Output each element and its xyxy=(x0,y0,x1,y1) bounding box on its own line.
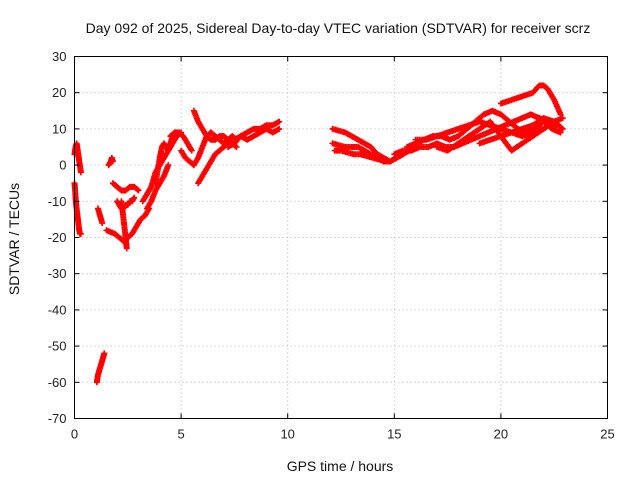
x-tick-label: 15 xyxy=(387,427,401,442)
x-tick-label: 25 xyxy=(600,427,614,442)
data-point xyxy=(123,245,130,252)
y-tick-label: 10 xyxy=(52,121,66,136)
data-point xyxy=(559,125,566,132)
data-point xyxy=(276,118,283,125)
y-tick-label: 0 xyxy=(59,158,66,173)
y-tick-label: -50 xyxy=(48,339,67,354)
y-tick-label: -30 xyxy=(48,266,67,281)
y-axis-label: SDTVAR / TECUs xyxy=(6,183,22,295)
series-sdtvar xyxy=(71,82,566,386)
data-point xyxy=(382,158,389,165)
data-point xyxy=(559,115,566,122)
y-tick-label: 20 xyxy=(52,85,66,100)
y-tick-label: 30 xyxy=(52,49,66,64)
chart-title: Day 092 of 2025, Sidereal Day-to-day VTE… xyxy=(86,20,591,36)
data-point xyxy=(165,162,172,169)
data-point xyxy=(557,129,564,136)
x-tick-label: 10 xyxy=(280,427,294,442)
data-point xyxy=(109,158,116,165)
data-point xyxy=(135,187,142,194)
data-point xyxy=(101,350,108,357)
data-point xyxy=(77,169,84,176)
data-point xyxy=(77,230,84,237)
data-layer xyxy=(71,82,566,386)
x-tick-label: 20 xyxy=(494,427,508,442)
x-tick-label: 0 xyxy=(71,427,78,442)
y-tick-label: -40 xyxy=(48,302,67,317)
y-tick-label: -70 xyxy=(48,411,67,426)
data-point xyxy=(99,220,106,227)
y-tick-label: -60 xyxy=(48,375,67,390)
data-point xyxy=(557,111,564,118)
data-point xyxy=(233,144,240,150)
data-point xyxy=(134,186,141,193)
data-point xyxy=(188,147,195,154)
data-point xyxy=(131,194,138,201)
x-axis-label: GPS time / hours xyxy=(287,458,394,474)
y-tick-label: -20 xyxy=(48,230,67,245)
data-point xyxy=(276,125,283,132)
x-tick-label: 5 xyxy=(177,427,184,442)
tick-layer: 0 5 10 15 20 25 -70 -60 -50 -40 -30 -20 -10 0 10 20 30 xyxy=(48,49,615,442)
y-tick-label: -10 xyxy=(48,194,67,209)
